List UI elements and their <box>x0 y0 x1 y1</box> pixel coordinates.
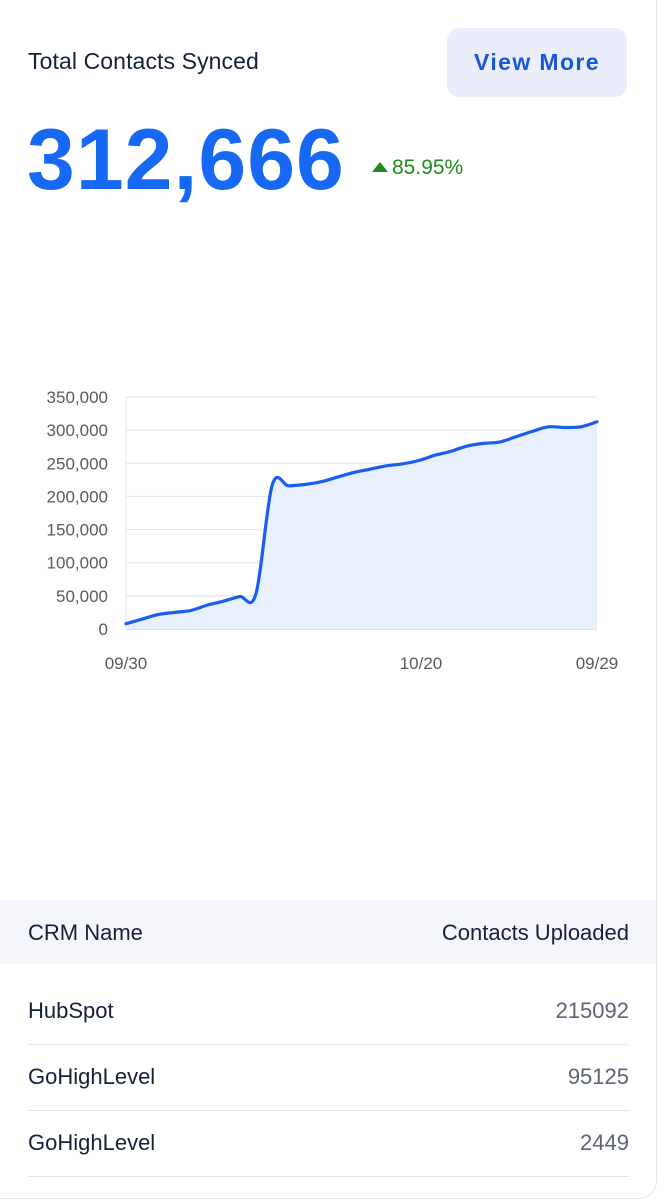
series-line <box>124 420 599 626</box>
x-tick-label: 09/30 <box>105 654 148 673</box>
x-tick-label: 09/29 <box>576 654 619 673</box>
view-more-button[interactable]: View More <box>447 28 627 97</box>
y-tick-label: 350,000 <box>47 388 108 407</box>
column-header-crm-name: CRM Name <box>28 920 143 945</box>
change-percent: 85.95% <box>392 156 464 179</box>
x-tick-label: 10/20 <box>400 654 443 673</box>
crm-name: GoHighLevel <box>28 1130 156 1155</box>
contacts-synced-card: Total Contacts Synced View More 312,666 … <box>0 0 657 1199</box>
y-tick-label: 200,000 <box>47 487 108 506</box>
series-area <box>126 421 597 629</box>
arrow-up-icon <box>372 162 388 172</box>
y-tick-label: 100,000 <box>47 554 108 573</box>
table-row[interactable]: GoHighLevel 95125 <box>28 1044 629 1111</box>
contacts-uploaded: 2449 <box>580 1130 629 1155</box>
change-indicator: 85.95% <box>372 156 463 180</box>
total-contacts-value: 312,666 <box>27 112 345 208</box>
crm-name: HubSpot <box>28 998 114 1023</box>
crm-name: GoHighLevel <box>28 1064 156 1089</box>
card-title: Total Contacts Synced <box>28 48 259 74</box>
table-row[interactable]: HubSpot 215092 <box>28 978 629 1045</box>
table-header: CRM Name Contacts Uploaded <box>0 900 656 964</box>
column-header-contacts-uploaded: Contacts Uploaded <box>441 920 629 945</box>
contacts-area-chart: 350,000 300,000 250,000 200,000 150,000 100,0… <box>47 388 619 673</box>
contacts-uploaded: 215092 <box>555 998 629 1023</box>
contacts-uploaded: 95125 <box>567 1064 629 1089</box>
y-tick-label: 250,000 <box>47 454 108 473</box>
table-row[interactable]: GoHighLevel 2449 <box>28 1110 629 1177</box>
y-tick-label: 0 <box>99 620 108 639</box>
y-tick-label: 50,000 <box>56 587 108 606</box>
y-tick-label: 150,000 <box>47 521 108 540</box>
y-tick-label: 300,000 <box>47 421 108 440</box>
